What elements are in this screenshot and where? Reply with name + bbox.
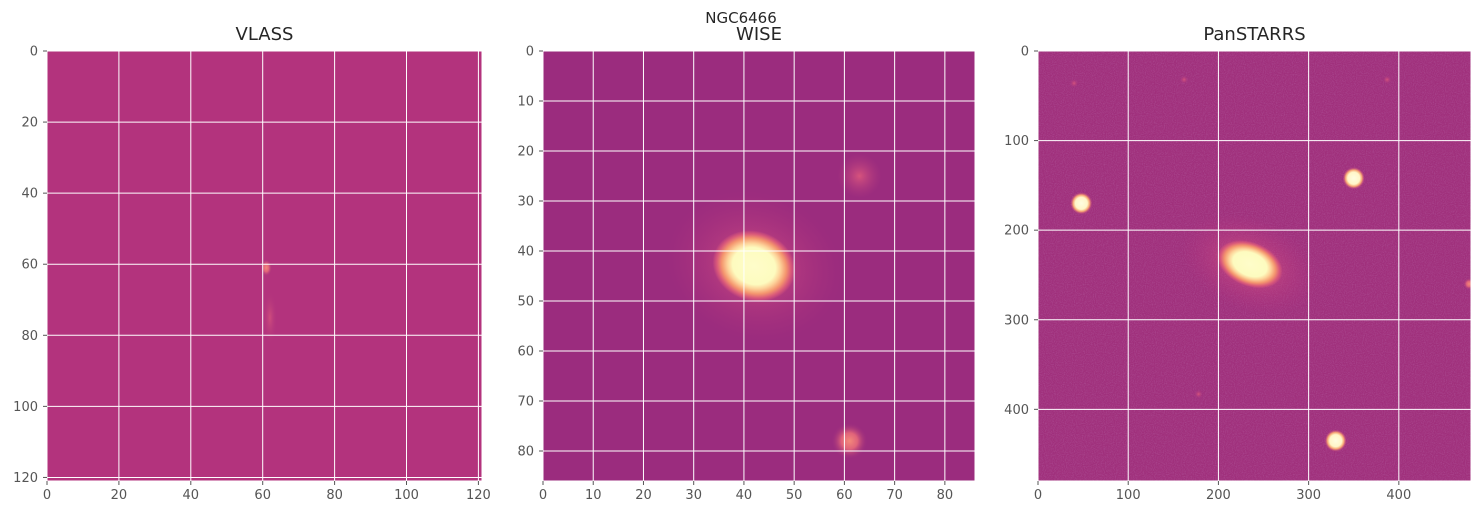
xtick-label-wise-2: 20 [635, 488, 652, 503]
xtick-label-panstarrs-3: 300 [1296, 488, 1321, 503]
xtick-label-vlass-3: 60 [254, 488, 271, 503]
grid-panstarrs [1038, 51, 1471, 481]
panel-title-wise: WISE [736, 24, 782, 45]
xtick-label-vlass-4: 80 [326, 488, 343, 503]
source-vlass-faint-extension-1 [262, 291, 277, 344]
source-panstarrs-star-2 [1342, 167, 1365, 190]
grid-wise [543, 51, 975, 481]
source-wise-galaxy-0 [712, 230, 796, 302]
source-vlass-compact-source-0 [260, 258, 273, 277]
ytick-label-wise-3: 30 [517, 195, 534, 210]
ytick-label-wise-2: 20 [517, 145, 534, 160]
ytick-label-vlass-4: 80 [21, 329, 38, 344]
panel-title-panstarrs: PanSTARRS [1203, 24, 1305, 45]
ytick-label-wise-5: 50 [517, 295, 534, 310]
source-panstarrs-faint-star-7 [1383, 75, 1392, 84]
xtick-label-vlass-6: 120 [466, 488, 491, 503]
xtick-label-wise-4: 40 [736, 488, 753, 503]
ytick-label-wise-6: 60 [517, 345, 534, 360]
ytick-label-vlass-5: 100 [13, 400, 38, 415]
xtick-label-vlass-2: 40 [183, 488, 200, 503]
xtick-label-wise-6: 60 [836, 488, 853, 503]
panel-panstarrs: 0 100 200 300 400 0 100 200 300 400 PanSTARRS [1004, 24, 1472, 503]
source-wise-point-source-2 [831, 423, 868, 459]
xtick-label-wise-0: 0 [539, 488, 547, 503]
ytick-label-wise-4: 40 [517, 245, 534, 260]
ytick-label-vlass-3: 60 [21, 258, 38, 273]
image-sources-vlass [260, 258, 277, 344]
axes-frame-panstarrs [1037, 50, 1472, 482]
xtick-label-vlass-0: 0 [43, 488, 51, 503]
xtick-label-vlass-5: 100 [394, 488, 419, 503]
ytick-label-vlass-1: 20 [21, 116, 38, 131]
panel-title-vlass: VLASS [236, 24, 294, 45]
ytick-label-panstarrs-4: 400 [1004, 403, 1029, 418]
xtick-label-wise-8: 80 [937, 488, 954, 503]
axes-frame-wise [542, 50, 976, 482]
source-panstarrs-faint-star-8 [1194, 390, 1203, 399]
source-wise-point-source-1 [837, 154, 882, 198]
axes-frame-vlass [46, 50, 483, 482]
grid-vlass [47, 51, 482, 481]
xtick-label-wise-1: 10 [585, 488, 602, 503]
ytick-label-vlass-2: 40 [21, 187, 38, 202]
xtick-label-wise-7: 70 [886, 488, 903, 503]
ytick-label-panstarrs-0: 0 [1021, 45, 1029, 60]
ytick-label-wise-7: 70 [517, 395, 534, 410]
source-panstarrs-star-4 [1463, 277, 1471, 290]
source-panstarrs-star-1 [1070, 192, 1093, 215]
xtick-label-vlass-1: 20 [111, 488, 128, 503]
source-panstarrs-galaxy-0 [1217, 240, 1283, 289]
xtick-label-panstarrs-1: 100 [1116, 488, 1141, 503]
ytick-label-wise-1: 10 [517, 95, 534, 110]
ytick-label-vlass-0: 0 [30, 45, 38, 60]
image-sources-wise [667, 154, 882, 459]
ytick-label-panstarrs-2: 200 [1004, 224, 1029, 239]
ytick-label-vlass-6: 120 [13, 471, 38, 486]
panel-vlass: 0 20 40 60 80 100 120 0 20 40 60 80 100 120 VLASS [13, 24, 491, 503]
ytick-label-wise-8: 80 [517, 445, 534, 460]
xtick-label-panstarrs-4: 400 [1386, 488, 1411, 503]
xtick-label-panstarrs-2: 200 [1206, 488, 1231, 503]
xtick-label-wise-5: 50 [786, 488, 803, 503]
image-sources-panstarrs [1070, 75, 1471, 452]
ytick-label-wise-0: 0 [526, 45, 534, 60]
source-panstarrs-faint-star-5 [1070, 79, 1079, 88]
ytick-label-panstarrs-3: 300 [1004, 313, 1029, 328]
source-panstarrs-star-3 [1324, 429, 1347, 452]
ytick-label-panstarrs-1: 100 [1004, 134, 1029, 149]
xtick-label-wise-3: 30 [685, 488, 702, 503]
panel-wise: 0 10 20 30 40 50 60 70 80 0 10 20 30 40 50 60 70 80 WISE [517, 24, 976, 503]
source-panstarrs-faint-star-6 [1180, 75, 1189, 84]
xtick-label-panstarrs-0: 0 [1034, 488, 1042, 503]
figure-suptitle: NGC6466 [705, 9, 777, 27]
